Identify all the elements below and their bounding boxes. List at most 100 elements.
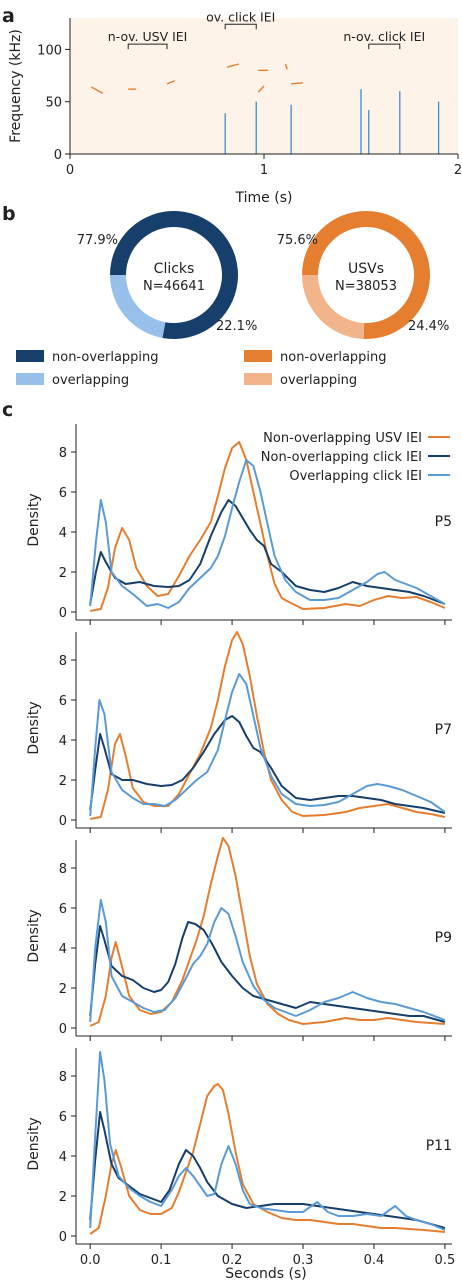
annotation-bracket-1 bbox=[224, 23, 257, 30]
annotation-bracket-0 bbox=[127, 43, 168, 50]
annotation-label-2: n-ov. click IEI bbox=[343, 29, 425, 44]
series-P5-2 bbox=[89, 459, 446, 609]
legend-swatch-usvs-overlapping bbox=[244, 373, 272, 385]
legend-swatch-clicks-non-overlapping bbox=[16, 350, 44, 362]
usv-segment-0 bbox=[91, 86, 104, 94]
ytick-P11-2: 4 bbox=[59, 1150, 67, 1165]
usvs-center-n: N=38053 bbox=[335, 279, 397, 294]
density-subplot-P11: 0 2 4 6 8 0.0 0.1 0.2 0.3 0.4 0.5 Density P11 bbox=[26, 1048, 455, 1268]
annotation-bracket-2 bbox=[368, 43, 401, 50]
legend-usvs-overlapping: overlapping bbox=[280, 373, 357, 388]
legend-usv-iei: Non-overlapping USV IEI bbox=[263, 431, 422, 446]
ytick-P5-1: 2 bbox=[59, 566, 67, 581]
ytick-P9-0: 0 bbox=[59, 1022, 67, 1037]
panel-a-ytick-2: 100 bbox=[37, 43, 62, 58]
subplot-label-P7: P7 bbox=[435, 722, 452, 738]
legend-usvs-non-overlapping: non-overlapping bbox=[280, 350, 387, 365]
ylabel-P5: Density bbox=[26, 493, 42, 546]
donut-1-slice-1 bbox=[302, 275, 365, 339]
ytick-P11-3: 6 bbox=[59, 1110, 67, 1125]
ytick-P5-4: 8 bbox=[59, 446, 67, 461]
legend-swatch-clicks-overlapping bbox=[16, 373, 44, 385]
density-subplot-P7: 0 2 4 6 8 Density P7 bbox=[26, 631, 452, 833]
annotation-label-1: ov. click IEI bbox=[206, 9, 275, 24]
density-subplot-P9: 0 2 4 6 8 Density P9 bbox=[26, 837, 452, 1041]
series-P7-1 bbox=[89, 715, 446, 814]
annotation-label-0: n-ov. USV IEI bbox=[108, 29, 188, 44]
ytick-P5-3: 6 bbox=[59, 486, 67, 501]
series-P9-1 bbox=[89, 921, 446, 1023]
ytick-P9-1: 2 bbox=[59, 982, 67, 997]
xtick-3: 0.3 bbox=[293, 1253, 314, 1268]
usv-segment-2 bbox=[166, 80, 176, 85]
ytick-P7-1: 2 bbox=[59, 774, 67, 789]
legend-nonoverlap-click-iei: Non-overlapping click IEI bbox=[261, 450, 422, 465]
ytick-P9-4: 8 bbox=[59, 862, 67, 877]
usvs-donut bbox=[302, 210, 431, 339]
clicks-pct-non-overlapping: 77.9% bbox=[77, 233, 118, 248]
usv-segment-5 bbox=[257, 85, 265, 93]
usvs-pct-overlapping: 24.4% bbox=[408, 319, 449, 334]
donut-0-slice-1 bbox=[110, 275, 166, 338]
xtick-0: 0.0 bbox=[80, 1253, 101, 1268]
clicks-center-n: N=46641 bbox=[143, 279, 205, 294]
panel-a-ytick-0: 0 bbox=[54, 148, 62, 163]
panel-a-xtick-1: 1 bbox=[260, 163, 268, 178]
ytick-P11-1: 2 bbox=[59, 1190, 67, 1205]
panel-a-xtick-0: 0 bbox=[66, 163, 74, 178]
usv-segment-6 bbox=[284, 63, 288, 70]
usvs-center-title: USVs bbox=[348, 261, 384, 277]
usv-segment-3 bbox=[226, 63, 239, 68]
legend-overlap-click-iei: Overlapping click IEI bbox=[289, 469, 422, 484]
series-P7-2 bbox=[89, 673, 446, 817]
xtick-5: 0.5 bbox=[435, 1253, 456, 1268]
ytick-P7-4: 8 bbox=[59, 654, 67, 669]
ytick-P9-2: 4 bbox=[59, 942, 67, 957]
panel-a-ytick-1: 50 bbox=[45, 96, 62, 111]
subplot-label-P5: P5 bbox=[435, 514, 452, 530]
ytick-P9-3: 6 bbox=[59, 902, 67, 917]
usv-segment-7 bbox=[291, 82, 303, 85]
density-subplot-P5: 0 2 4 6 8 Density P5 bbox=[26, 424, 452, 625]
ytick-P5-0: 0 bbox=[59, 606, 67, 621]
legend-swatch-usvs-non-overlapping bbox=[244, 350, 272, 362]
series-P11-0 bbox=[89, 1083, 445, 1235]
ylabel-P11: Density bbox=[26, 1117, 42, 1170]
ytick-P7-0: 0 bbox=[59, 814, 67, 829]
panel-b-charts: Clicks N=46641 USVs N=38053 77.9% 22.1% … bbox=[16, 210, 449, 388]
ytick-P7-2: 4 bbox=[59, 734, 67, 749]
panel-b-letter: b bbox=[2, 203, 16, 225]
panel-c-xlabel: Seconds (s) bbox=[225, 1266, 306, 1282]
panel-a-ylabel: Frequency (kHz) bbox=[8, 29, 24, 143]
ylabel-P7: Density bbox=[26, 701, 42, 754]
panel-c-charts: 0 2 4 6 8 Density P5 0 2 4 6 8 Density P7 0 2 4 6 8 Density… bbox=[26, 424, 455, 1268]
ytick-P7-3: 6 bbox=[59, 694, 67, 709]
clicks-donut bbox=[110, 211, 238, 339]
panel-c-letter: c bbox=[2, 399, 13, 421]
subplot-label-P11: P11 bbox=[426, 1138, 452, 1154]
panel-a-chart: n-ov. USV IEI ov. click IEI n-ov. click IE… bbox=[8, 9, 462, 206]
series-P5-0 bbox=[90, 441, 446, 612]
ytick-P5-2: 4 bbox=[59, 526, 67, 541]
legend-clicks-non-overlapping: non-overlapping bbox=[52, 350, 159, 365]
ytick-P11-4: 8 bbox=[59, 1070, 67, 1085]
panel-a-xtick-2: 2 bbox=[454, 163, 462, 178]
series-P11-2 bbox=[89, 1051, 446, 1231]
panel-a-letter: a bbox=[2, 5, 15, 27]
clicks-center-title: Clicks bbox=[154, 261, 195, 277]
ylabel-P9: Density bbox=[26, 909, 42, 962]
ytick-P11-0: 0 bbox=[59, 1230, 67, 1245]
panel-c-legend: Non-overlapping USV IEI Non-overlapping … bbox=[261, 431, 450, 484]
xtick-2: 0.2 bbox=[222, 1253, 243, 1268]
clicks-pct-overlapping: 22.1% bbox=[216, 319, 257, 334]
usvs-pct-non-overlapping: 75.6% bbox=[277, 233, 318, 248]
series-P9-0 bbox=[89, 837, 445, 1027]
xtick-1: 0.1 bbox=[151, 1253, 172, 1268]
panel-a-xlabel: Time (s) bbox=[235, 190, 293, 206]
xtick-4: 0.4 bbox=[364, 1253, 385, 1268]
subplot-label-P9: P9 bbox=[435, 930, 452, 946]
series-P7-0 bbox=[90, 631, 446, 820]
legend-clicks-overlapping: overlapping bbox=[52, 373, 129, 388]
series-P9-2 bbox=[89, 899, 446, 1023]
